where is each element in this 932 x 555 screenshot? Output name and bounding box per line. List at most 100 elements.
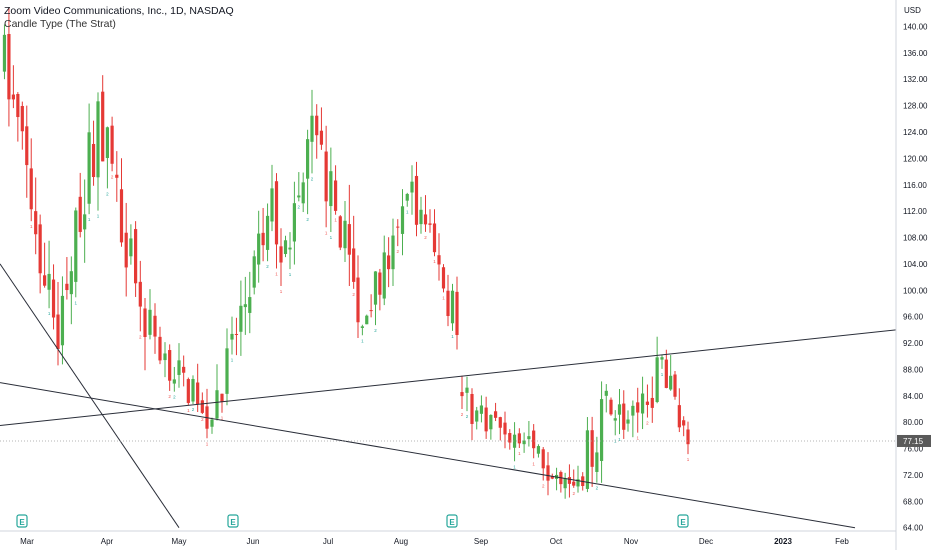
candle-down[interactable] (369, 310, 373, 312)
candle-up[interactable] (83, 214, 87, 230)
trendline[interactable] (0, 329, 897, 426)
last-price-tag[interactable] (897, 434, 931, 447)
candle-down[interactable] (186, 379, 190, 403)
candle-down[interactable] (279, 246, 283, 263)
candle-up[interactable] (292, 203, 296, 242)
candle-down[interactable] (493, 411, 498, 418)
candle-down[interactable] (682, 420, 686, 426)
candle-down[interactable] (432, 223, 437, 253)
candle-down[interactable] (650, 397, 654, 408)
candle-down[interactable] (572, 481, 576, 486)
candle-up[interactable] (87, 132, 91, 204)
candle-up[interactable] (129, 238, 133, 257)
candle-down[interactable] (546, 465, 550, 481)
candle-down[interactable] (158, 336, 162, 361)
candle-down[interactable] (622, 403, 626, 430)
candle-up[interactable] (301, 182, 305, 204)
candle-up[interactable] (512, 434, 517, 448)
earnings-icon[interactable]: E (227, 514, 239, 528)
candle-down[interactable] (143, 308, 147, 337)
candle-up[interactable] (595, 452, 599, 472)
candle-down[interactable] (437, 255, 441, 265)
candle-up[interactable] (536, 446, 541, 454)
candle-down[interactable] (590, 430, 594, 467)
candle-down[interactable] (333, 180, 338, 211)
candle-up[interactable] (365, 315, 369, 325)
candle-down[interactable] (686, 429, 690, 445)
candle-up[interactable] (60, 295, 65, 346)
candle-down[interactable] (532, 430, 536, 449)
candle-down[interactable] (200, 400, 204, 413)
trendline[interactable] (0, 382, 856, 529)
candle-down[interactable] (110, 125, 114, 164)
candle-up[interactable] (283, 240, 288, 255)
candle-down[interactable] (319, 130, 324, 145)
candle-up[interactable] (74, 210, 78, 282)
candle-up[interactable] (257, 233, 261, 265)
candle-up[interactable] (252, 256, 256, 288)
candle-down[interactable] (387, 255, 391, 270)
candle-down[interactable] (677, 405, 681, 428)
candle-down[interactable] (503, 422, 507, 435)
candle-up[interactable] (210, 419, 214, 427)
candle-down[interactable] (645, 401, 650, 405)
candle-down[interactable] (115, 174, 119, 178)
candle-down[interactable] (541, 449, 545, 469)
candle-up[interactable] (631, 405, 635, 416)
candle-up[interactable] (329, 171, 333, 207)
candle-down[interactable] (25, 126, 29, 166)
candle-down[interactable] (609, 399, 613, 415)
candle-down[interactable] (29, 168, 33, 210)
candle-down[interactable] (484, 407, 488, 432)
candle-down[interactable] (168, 350, 172, 381)
candle-up[interactable] (450, 290, 455, 324)
candle-up[interactable] (626, 419, 630, 424)
candle-up[interactable] (410, 181, 414, 193)
candle-down[interactable] (517, 433, 521, 444)
candle-up[interactable] (373, 271, 378, 305)
candle-up[interactable] (655, 357, 659, 402)
candle-down[interactable] (428, 223, 432, 225)
candle-up[interactable] (297, 195, 301, 198)
candle-up[interactable] (215, 390, 219, 419)
candle-up[interactable] (310, 115, 314, 142)
candle-down[interactable] (460, 392, 464, 397)
candle-down[interactable] (20, 106, 24, 132)
candle-down[interactable] (11, 94, 15, 100)
candle-down[interactable] (153, 315, 157, 337)
candle-up[interactable] (391, 235, 395, 270)
trendline[interactable] (0, 263, 180, 528)
candle-down[interactable] (274, 181, 279, 245)
candle-up[interactable] (243, 304, 247, 308)
candle-down[interactable] (338, 216, 342, 248)
candle-up[interactable] (604, 390, 608, 396)
candle-down[interactable] (664, 359, 668, 388)
candle-up[interactable] (617, 404, 622, 415)
candle-down[interactable] (324, 151, 328, 202)
candle-down[interactable] (455, 291, 459, 335)
candle-up[interactable] (475, 410, 479, 422)
candle-up[interactable] (382, 252, 386, 299)
candle-down[interactable] (51, 279, 56, 318)
candle-up[interactable] (230, 333, 234, 340)
earnings-icon[interactable]: E (677, 514, 689, 528)
indicator-name[interactable]: Candle Type (The Strat) (4, 18, 116, 30)
candle-up[interactable] (172, 379, 176, 384)
symbol-title[interactable]: Zoom Video Communications, Inc., 1D, NAS… (4, 5, 234, 17)
candle-up[interactable] (660, 357, 664, 360)
candle-down[interactable] (56, 314, 60, 349)
candle-down[interactable] (636, 402, 640, 413)
candle-down[interactable] (356, 277, 360, 323)
candle-up[interactable] (47, 273, 51, 290)
candle-up[interactable] (576, 479, 580, 487)
candle-down[interactable] (138, 281, 142, 307)
candle-up[interactable] (177, 360, 181, 375)
candle-up[interactable] (96, 101, 100, 178)
candle-down[interactable] (65, 283, 69, 291)
candle-down[interactable] (124, 232, 128, 268)
candle-down[interactable] (423, 214, 428, 225)
candle-down[interactable] (567, 477, 572, 484)
candle-up[interactable] (2, 34, 7, 72)
candle-up[interactable] (360, 326, 364, 328)
